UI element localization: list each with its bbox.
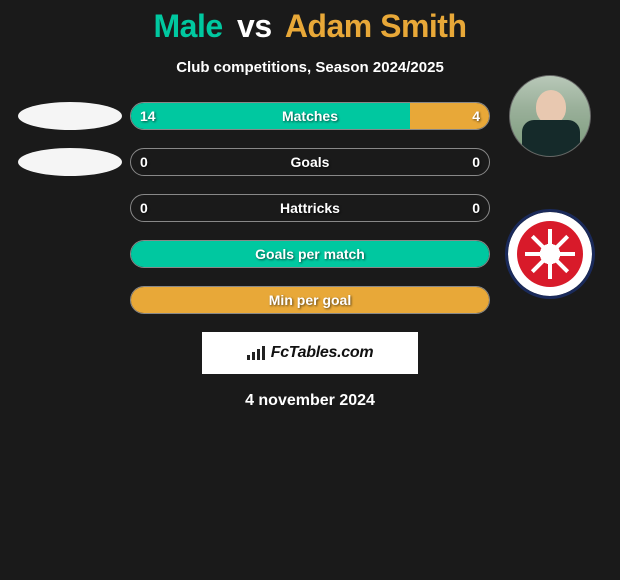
bar-chart-icon <box>247 346 265 360</box>
credit-box: FcTables.com <box>202 332 418 374</box>
date: 4 november 2024 <box>0 392 620 410</box>
stat-right-value: 0 <box>472 200 480 216</box>
stat-bar: Min per goal <box>130 286 490 314</box>
player1-name: Male <box>153 8 222 44</box>
stat-bar: 14 Matches 4 <box>130 102 490 130</box>
left-slot <box>10 102 130 130</box>
placeholder-avatar <box>18 102 122 130</box>
stat-bar: Goals per match <box>130 240 490 268</box>
stat-right-value: 4 <box>472 108 480 124</box>
stat-left-value: 14 <box>140 108 156 124</box>
stat-bar: 0 Goals 0 <box>130 148 490 176</box>
credit-text: FcTables.com <box>271 344 374 362</box>
right-slot <box>490 212 610 296</box>
stat-row: 14 Matches 4 <box>10 102 610 130</box>
stat-label: Min per goal <box>269 292 351 308</box>
stats-block: 14 Matches 4 0 Goals 0 <box>0 102 620 314</box>
player2-name: Adam Smith <box>285 8 467 44</box>
stat-right-value: 0 <box>472 154 480 170</box>
bar-left <box>131 103 410 129</box>
stat-label: Matches <box>282 108 338 124</box>
stat-label: Hattricks <box>280 200 340 216</box>
player2-photo <box>509 75 591 157</box>
stat-label: Goals per match <box>255 246 365 262</box>
club-logo <box>508 212 592 296</box>
title: Male vs Adam Smith <box>0 8 620 45</box>
stat-bar: 0 Hattricks 0 <box>130 194 490 222</box>
comparison-card: Male vs Adam Smith Club competitions, Se… <box>0 0 620 410</box>
placeholder-avatar <box>18 148 122 176</box>
left-slot <box>10 148 130 176</box>
stat-left-value: 0 <box>140 154 148 170</box>
subtitle: Club competitions, Season 2024/2025 <box>0 59 620 76</box>
stat-row: Goals per match <box>10 240 610 268</box>
stat-label: Goals <box>291 154 330 170</box>
right-slot <box>490 75 610 157</box>
vs-text: vs <box>237 8 272 44</box>
stat-left-value: 0 <box>140 200 148 216</box>
